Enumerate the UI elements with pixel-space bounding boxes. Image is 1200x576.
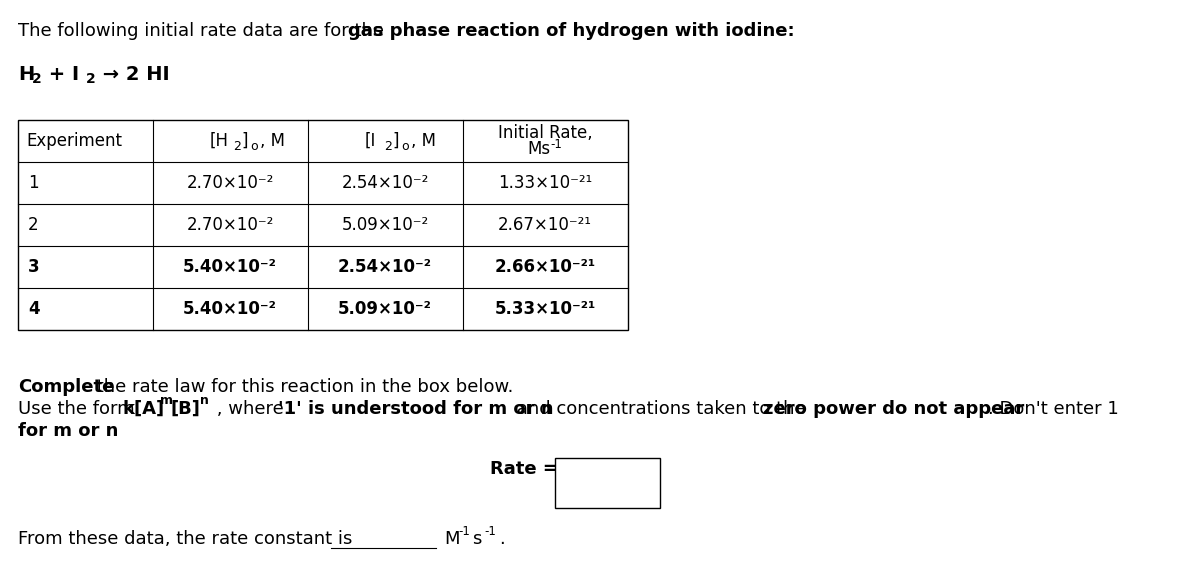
Text: '1' is understood for m or n: '1' is understood for m or n <box>278 400 553 418</box>
Text: M: M <box>444 530 460 548</box>
Text: Initial Rate,: Initial Rate, <box>498 124 593 142</box>
Text: gas phase reaction of hydrogen with iodine:: gas phase reaction of hydrogen with iodi… <box>348 22 794 40</box>
Text: s: s <box>472 530 481 548</box>
Text: 1.33×10⁻²¹: 1.33×10⁻²¹ <box>498 174 592 192</box>
Text: 5.09×10⁻²: 5.09×10⁻² <box>341 216 428 234</box>
Text: 5.40×10⁻²: 5.40×10⁻² <box>184 258 277 276</box>
Text: 1: 1 <box>28 174 38 192</box>
Text: 2.54×10⁻²: 2.54×10⁻² <box>338 258 432 276</box>
Text: -1: -1 <box>458 525 470 538</box>
Text: Use the form: Use the form <box>18 400 140 418</box>
Text: 2: 2 <box>32 72 42 86</box>
Text: , M: , M <box>410 132 436 150</box>
Text: n: n <box>200 394 209 407</box>
Text: Complete: Complete <box>18 378 114 396</box>
Text: 5.33×10⁻²¹: 5.33×10⁻²¹ <box>494 300 595 318</box>
Bar <box>554 458 660 508</box>
Text: -1: -1 <box>484 525 496 538</box>
Text: 2: 2 <box>28 216 38 234</box>
Text: 2.70×10⁻²: 2.70×10⁻² <box>186 216 274 234</box>
Text: + I: + I <box>42 65 79 84</box>
Text: . Don't enter 1: . Don't enter 1 <box>988 400 1118 418</box>
Text: Experiment: Experiment <box>26 132 122 150</box>
Text: .: . <box>499 530 505 548</box>
Text: Ms: Ms <box>527 140 550 158</box>
Text: 5.09×10⁻²: 5.09×10⁻² <box>338 300 432 318</box>
Text: 3: 3 <box>28 258 40 276</box>
Text: [H: [H <box>210 132 229 150</box>
Text: 5.40×10⁻²: 5.40×10⁻² <box>184 300 277 318</box>
Text: ]: ] <box>392 132 398 150</box>
Text: and concentrations taken to the: and concentrations taken to the <box>511 400 811 418</box>
Text: 2: 2 <box>233 139 241 153</box>
Text: , where: , where <box>211 400 289 418</box>
Text: , M: , M <box>260 132 286 150</box>
Text: the rate law for this reaction in the box below.: the rate law for this reaction in the bo… <box>91 378 514 396</box>
Text: o: o <box>250 139 258 153</box>
Text: 2.70×10⁻²: 2.70×10⁻² <box>186 174 274 192</box>
Text: H: H <box>18 65 35 84</box>
Text: 2.67×10⁻²¹: 2.67×10⁻²¹ <box>498 216 592 234</box>
Text: [B]: [B] <box>172 400 200 418</box>
Text: Rate =: Rate = <box>490 460 558 478</box>
Text: 2.66×10⁻²¹: 2.66×10⁻²¹ <box>494 258 595 276</box>
Text: → 2 HI: → 2 HI <box>96 65 169 84</box>
Text: zero power do not appear: zero power do not appear <box>763 400 1025 418</box>
Text: ]: ] <box>241 132 247 150</box>
Bar <box>18 120 628 330</box>
Text: o: o <box>401 139 409 153</box>
Text: k[A]: k[A] <box>124 400 166 418</box>
Text: m: m <box>160 394 173 407</box>
Text: for m or n: for m or n <box>18 422 119 440</box>
Text: 2: 2 <box>86 72 96 86</box>
Text: The following initial rate data are for the: The following initial rate data are for … <box>18 22 390 40</box>
Text: 2: 2 <box>384 139 392 153</box>
Text: 4: 4 <box>28 300 40 318</box>
Text: -1: -1 <box>550 138 562 150</box>
Text: 2.54×10⁻²: 2.54×10⁻² <box>341 174 428 192</box>
Text: From these data, the rate constant is: From these data, the rate constant is <box>18 530 353 548</box>
Text: [I: [I <box>365 132 377 150</box>
